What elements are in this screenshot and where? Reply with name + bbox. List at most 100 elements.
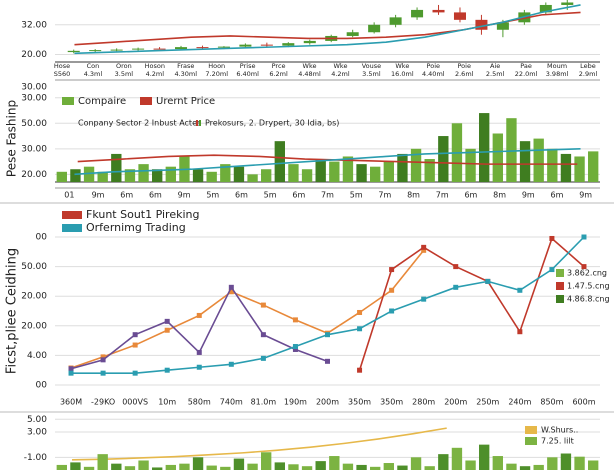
series-line <box>358 237 585 371</box>
series-line <box>70 249 425 369</box>
table-cell: Con <box>87 62 100 70</box>
x-tick-label: 9m <box>579 191 592 200</box>
bar <box>97 171 108 182</box>
candle-body <box>153 48 166 50</box>
bar <box>519 466 531 470</box>
y-tick-label: 30.00 <box>21 144 47 154</box>
bar <box>342 156 354 182</box>
candle-body <box>346 32 359 36</box>
y-tick-label: 20.00 <box>21 50 47 60</box>
bar <box>588 460 599 470</box>
table-cell: Hose <box>54 62 70 70</box>
point-marker <box>196 349 202 355</box>
y-tick-label: 50.00 <box>21 262 47 272</box>
point-marker <box>453 284 459 290</box>
x-tick-label: 740m <box>220 398 243 407</box>
x-tick-label: 5m <box>350 191 363 200</box>
candle-body <box>89 50 102 52</box>
legend-swatch <box>556 269 564 277</box>
x-tick-label: 5m <box>206 191 219 200</box>
legend-swatch <box>525 426 537 434</box>
bar <box>220 466 231 470</box>
table-cell: 22.0ml <box>515 70 538 78</box>
bar <box>465 148 476 182</box>
x-tick-label: 000VS <box>122 398 148 407</box>
point-marker <box>68 366 74 372</box>
point-marker <box>421 296 427 302</box>
point-marker <box>292 346 298 352</box>
table-cell: Wke <box>303 62 317 70</box>
point-marker <box>260 355 266 361</box>
x-tick-label: 9m <box>522 191 535 200</box>
point-marker <box>549 267 555 273</box>
table-cell: Aie <box>490 62 500 70</box>
legend-label: 4.86.8.cng <box>567 295 610 304</box>
bar <box>547 457 558 470</box>
x-tick-label: 350m <box>380 398 403 407</box>
bar <box>192 169 204 182</box>
y-tick-label: 00 <box>36 381 48 391</box>
point-marker <box>100 370 106 376</box>
x-tick-label: 7m <box>321 191 334 200</box>
y-tick-label: 30.00 <box>21 93 47 103</box>
point-marker <box>389 267 395 273</box>
bar <box>301 169 313 182</box>
candle-body <box>260 44 273 46</box>
point-marker <box>421 247 427 253</box>
bar <box>124 466 136 470</box>
bar <box>56 171 67 182</box>
series-line <box>72 427 447 461</box>
x-tick-label: 10m <box>158 398 176 407</box>
x-tick-label: 8m <box>493 191 506 200</box>
bar <box>424 159 435 182</box>
legend-swatch <box>140 97 152 105</box>
bar <box>492 133 503 182</box>
x-tick-label: 6m <box>149 191 162 200</box>
bar <box>315 159 326 182</box>
bar <box>574 156 585 182</box>
table-cell: 4.2ml <box>146 70 165 78</box>
bar <box>138 460 149 470</box>
bar <box>288 164 299 182</box>
corner-label: 30.00 <box>21 83 47 93</box>
point-marker <box>132 342 138 348</box>
bar <box>220 164 231 182</box>
bar <box>370 466 381 470</box>
y-axis-title: Ficst,pliee Ceidhing <box>5 248 20 374</box>
bar <box>356 164 367 182</box>
series-line <box>74 4 581 55</box>
x-tick-label: 850m <box>540 398 563 407</box>
candle-body <box>239 44 252 47</box>
point-marker <box>325 358 330 364</box>
x-tick-label: 7m <box>436 191 449 200</box>
point-marker <box>421 244 427 250</box>
table-cell: 4.48ml <box>298 70 321 78</box>
legend-swatch <box>556 282 564 290</box>
point-marker <box>292 344 298 350</box>
y-tick-label: 3.00 <box>27 427 47 437</box>
candle-body <box>132 48 145 50</box>
bar <box>506 118 517 182</box>
candle-body <box>196 47 209 49</box>
point-marker <box>196 364 202 370</box>
table-cell: 4.2ml <box>331 70 350 78</box>
bar <box>206 465 217 470</box>
candle-body <box>389 17 402 25</box>
legend-label: 7.25. lilt <box>541 437 574 446</box>
point-marker <box>581 234 587 240</box>
bar <box>233 166 245 182</box>
subtitle: Prekosurs, 2. Drypert, 30 Idia, bs) <box>205 119 339 128</box>
y-tick-label: 20.00 <box>21 321 47 331</box>
bar <box>152 169 163 182</box>
x-tick-label: 6m <box>464 191 477 200</box>
bar <box>588 151 599 182</box>
x-tick-label: 9m <box>92 191 105 200</box>
candle-body <box>496 22 509 30</box>
point-marker <box>485 278 491 284</box>
bar <box>83 466 95 470</box>
table-cell: Prise <box>240 62 256 70</box>
subtitle-swatch <box>199 120 201 126</box>
